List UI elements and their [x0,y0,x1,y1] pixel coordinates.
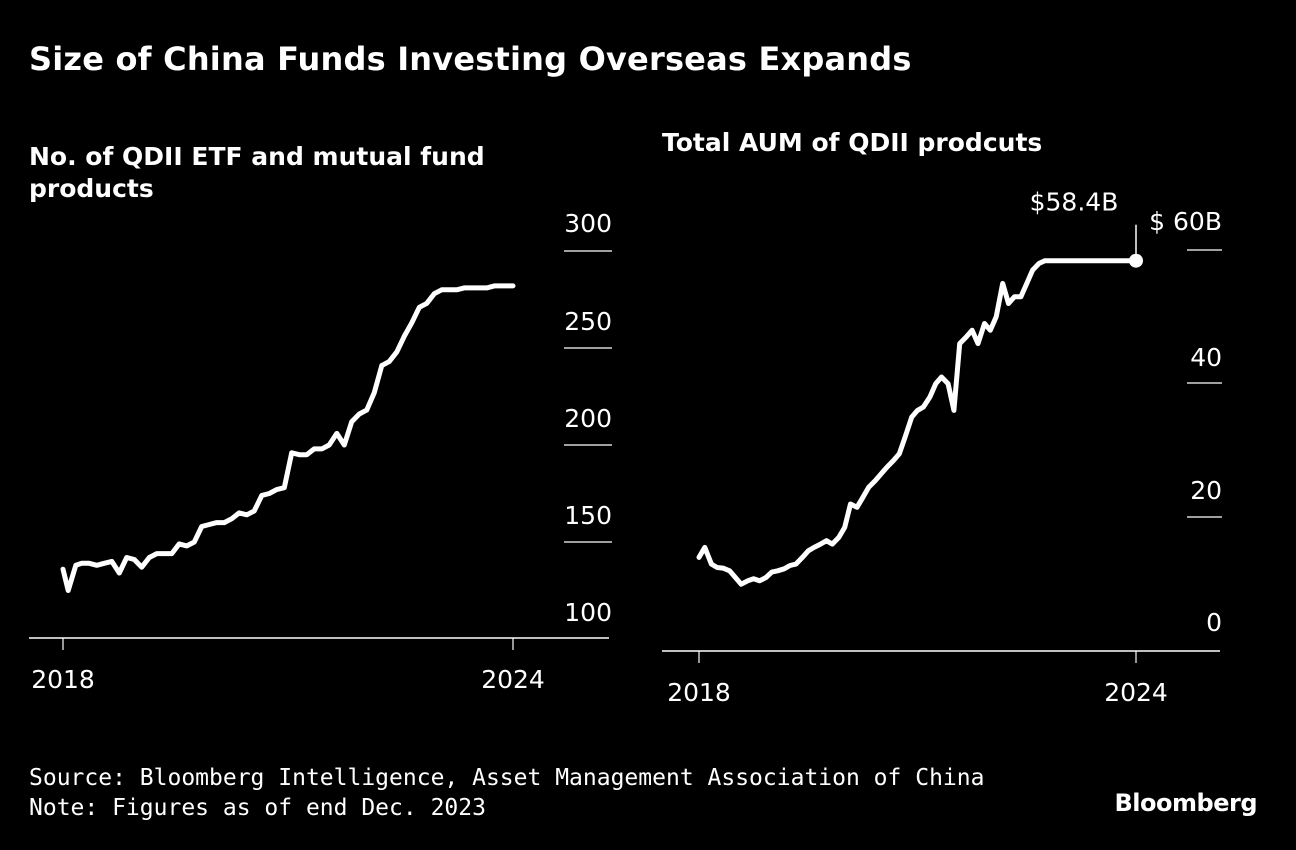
left-series-line [60,283,516,593]
left-y-tick-300: 300 [564,209,612,238]
left-chart-title-line-2: products [29,174,154,203]
left-y-tick-100: 100 [564,598,612,627]
source-note: Source: Bloomberg Intelligence, Asset Ma… [29,765,985,791]
right-y-tick-0: 0 [1206,608,1222,637]
right-y-tick-60: $ 60B [1149,207,1222,236]
left-y-tick-250: 250 [564,307,612,336]
left-chart-title: No. of QDII ETF and mutual fund products [29,141,589,205]
left-y-tick-150: 150 [564,501,612,530]
right-y-tick-20: 20 [1190,476,1222,505]
right-series-line [696,258,1139,587]
left-chart-title-line-1: No. of QDII ETF and mutual fund [29,142,485,171]
left-chart: 300 250 200 150 100 2018 2024 [29,209,612,694]
right-x-tick-2024: 2024 [1104,678,1168,707]
right-x-tick-2018: 2018 [667,678,731,707]
left-x-tick-2018: 2018 [31,665,95,694]
chart-main-title: Size of China Funds Investing Overseas E… [29,40,912,78]
left-x-tick-2024: 2024 [481,665,545,694]
figures-note: Note: Figures as of end Dec. 2023 [29,795,486,821]
right-annotation-label: $58.4B [1030,188,1119,217]
right-chart: $ 60B 40 20 0 2018 2024 $58.4B [662,188,1222,707]
left-y-tick-200: 200 [564,404,612,433]
right-y-tick-40: 40 [1190,343,1222,372]
right-annotation-dot [1129,253,1143,268]
right-chart-title: Total AUM of QDII prodcuts [662,128,1043,157]
bloomberg-logo: Bloomberg [1114,789,1258,817]
